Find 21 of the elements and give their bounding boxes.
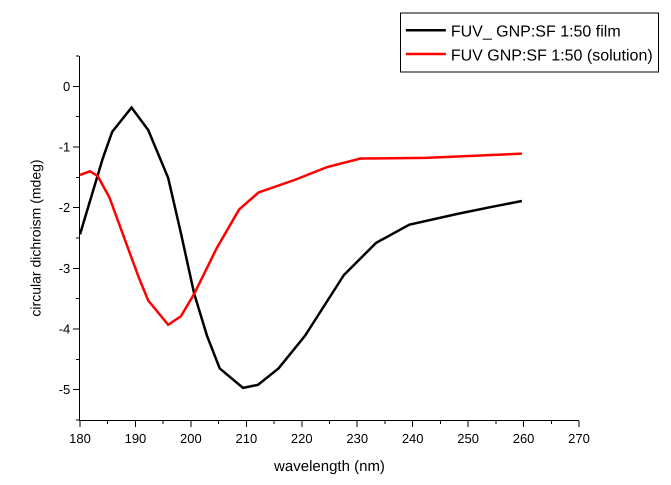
x-tick-label: 190: [124, 430, 146, 446]
y-tick-label: -4: [58, 322, 70, 337]
x-axis-title: wavelength (nm): [273, 458, 385, 475]
x-tick-label: 250: [457, 430, 479, 446]
y-tick-label: -5: [58, 382, 70, 398]
line-series: [80, 152, 524, 326]
x-tick-label: 210: [235, 430, 258, 446]
x-tick-label: 230: [346, 430, 368, 446]
x-tick-label: 200: [180, 430, 202, 446]
legend-label: FUV_ GNP:SF 1:50 film: [450, 23, 621, 40]
y-tick-label: 0: [63, 78, 70, 94]
y-tick-label: -1: [58, 140, 70, 155]
y-axis-title: circular dichroism (mdeg): [27, 159, 44, 317]
y-tick-label: -3: [58, 260, 70, 276]
x-tick-label: 220: [290, 430, 313, 446]
x-tick-label: 260: [512, 430, 534, 446]
x-tick-label: 240: [402, 430, 424, 446]
legend-label: FUV GNP:SF 1:50 (solution): [450, 47, 653, 64]
y-tick-label: -2: [58, 200, 70, 216]
x-tick-label: 270: [568, 430, 590, 446]
x-tick-label: 180: [69, 430, 91, 446]
